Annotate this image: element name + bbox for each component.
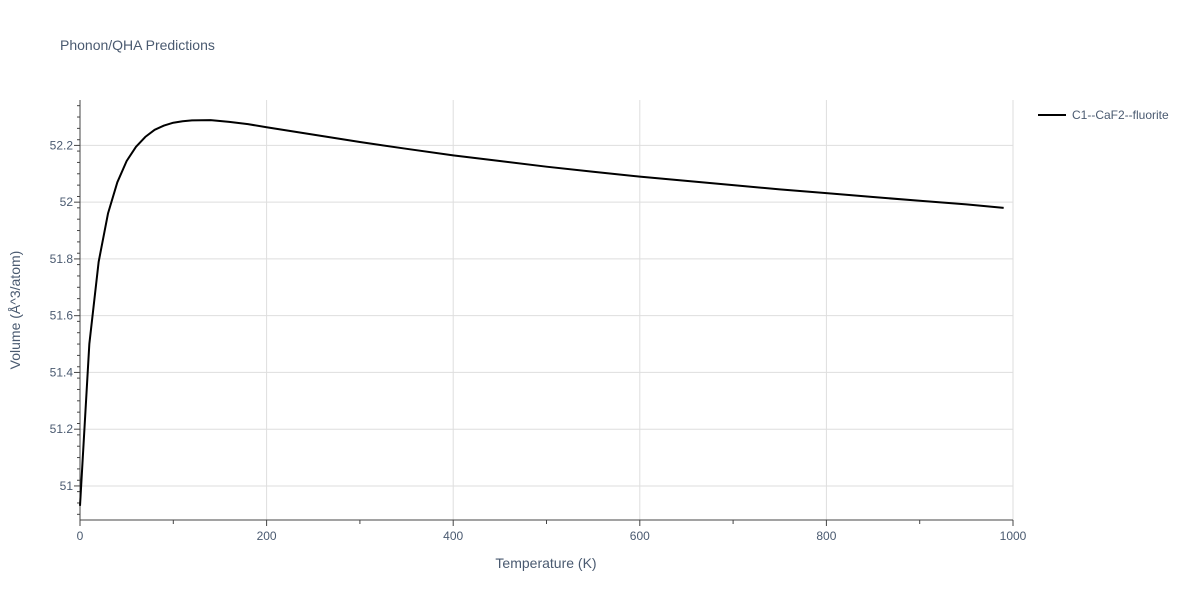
x-tick-label: 1000 xyxy=(1000,529,1027,543)
chart-title: Phonon/QHA Predictions xyxy=(60,37,215,53)
legend[interactable]: C1--CaF2--fluorite xyxy=(1038,108,1169,122)
y-axis-title: Volume (Å^3/atom) xyxy=(7,251,23,370)
y-tick-label: 52.2 xyxy=(50,138,74,152)
y-tick-label: 51 xyxy=(60,479,74,493)
x-tick-label: 800 xyxy=(816,529,836,543)
legend-label: C1--CaF2--fluorite xyxy=(1072,108,1169,122)
y-tick-label: 51.6 xyxy=(50,309,74,323)
series-layer xyxy=(79,119,1004,506)
y-tick-label: 52 xyxy=(60,195,74,209)
y-tick-label: 51.2 xyxy=(50,422,74,436)
x-tick-label: 400 xyxy=(443,529,463,543)
x-tick-label: 200 xyxy=(257,529,277,543)
x-tick-label: 0 xyxy=(77,529,84,543)
axes: 0 200 400 600 800 1000 51 51.2 51.4 51.6 51.8 52 52.… xyxy=(50,100,1027,543)
x-axis-title: Temperature (K) xyxy=(495,555,596,571)
x-tick-label: 600 xyxy=(630,529,650,543)
y-tick-label: 51.8 xyxy=(50,252,74,266)
series-line xyxy=(79,119,1004,506)
y-tick-label: 51.4 xyxy=(50,365,74,379)
grid-lines xyxy=(80,100,1014,520)
